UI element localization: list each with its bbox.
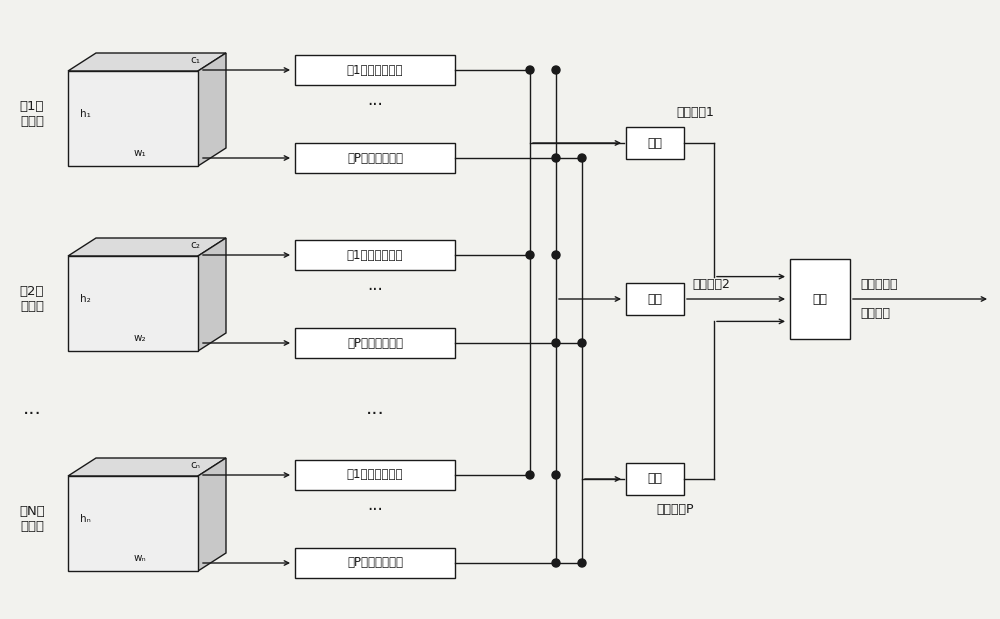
Bar <box>68 256 198 351</box>
Text: c₂: c₂ <box>190 240 200 250</box>
Text: ...: ... <box>367 91 383 109</box>
Text: 第N层
特征图: 第N层 特征图 <box>19 505 45 533</box>
Text: wₙ: wₙ <box>133 553 146 563</box>
Text: 第P类别的分类器: 第P类别的分类器 <box>347 556 403 569</box>
Circle shape <box>526 471 534 479</box>
Text: w₁: w₁ <box>133 148 146 158</box>
Circle shape <box>526 66 534 74</box>
Text: hₙ: hₙ <box>80 514 91 524</box>
Bar <box>295 548 455 578</box>
Polygon shape <box>68 458 226 476</box>
Circle shape <box>578 339 586 347</box>
Text: 输入图像的: 输入图像的 <box>860 278 898 291</box>
Circle shape <box>552 154 560 162</box>
Text: ...: ... <box>366 399 384 418</box>
Polygon shape <box>198 238 226 351</box>
Text: 融合: 融合 <box>812 293 828 306</box>
Text: ...: ... <box>23 399 41 418</box>
Text: h₁: h₁ <box>80 109 91 119</box>
Text: 分类结果1: 分类结果1 <box>676 106 714 119</box>
Text: 第1层
特征图: 第1层 特征图 <box>20 100 44 128</box>
Text: 第2层
特征图: 第2层 特征图 <box>20 285 44 313</box>
Circle shape <box>578 559 586 567</box>
Polygon shape <box>198 458 226 571</box>
Text: 融合: 融合 <box>648 137 662 150</box>
Text: c₁: c₁ <box>190 55 200 65</box>
Text: 第P类别的分类器: 第P类别的分类器 <box>347 337 403 350</box>
Text: 分类结果2: 分类结果2 <box>692 278 730 291</box>
Text: h₂: h₂ <box>80 294 91 304</box>
Circle shape <box>552 251 560 259</box>
Bar <box>68 476 198 571</box>
Bar <box>295 55 455 85</box>
Bar <box>626 283 684 315</box>
Text: cₙ: cₙ <box>190 460 200 470</box>
Polygon shape <box>68 238 226 256</box>
Text: 第1类别的分类器: 第1类别的分类器 <box>347 469 403 482</box>
Text: 融合: 融合 <box>648 472 662 485</box>
Circle shape <box>526 251 534 259</box>
Circle shape <box>552 66 560 74</box>
Bar <box>626 127 684 159</box>
Bar <box>295 240 455 270</box>
Text: 第P类别的分类器: 第P类别的分类器 <box>347 152 403 165</box>
Circle shape <box>552 471 560 479</box>
Bar <box>295 143 455 173</box>
Circle shape <box>578 154 586 162</box>
Text: 分类结果: 分类结果 <box>860 307 890 320</box>
Text: 分类结果P: 分类结果P <box>656 503 694 516</box>
Bar <box>295 328 455 358</box>
Polygon shape <box>68 53 226 71</box>
Text: ...: ... <box>367 276 383 294</box>
Bar <box>790 259 850 339</box>
Bar <box>68 71 198 166</box>
Bar <box>295 460 455 490</box>
Polygon shape <box>198 53 226 166</box>
Text: 第1类别的分类器: 第1类别的分类器 <box>347 64 403 77</box>
Text: ...: ... <box>367 496 383 514</box>
Text: 融合: 融合 <box>648 293 662 306</box>
Text: 第1类别的分类器: 第1类别的分类器 <box>347 248 403 261</box>
Circle shape <box>552 339 560 347</box>
Text: w₂: w₂ <box>133 333 146 343</box>
Bar <box>626 463 684 495</box>
Circle shape <box>552 559 560 567</box>
